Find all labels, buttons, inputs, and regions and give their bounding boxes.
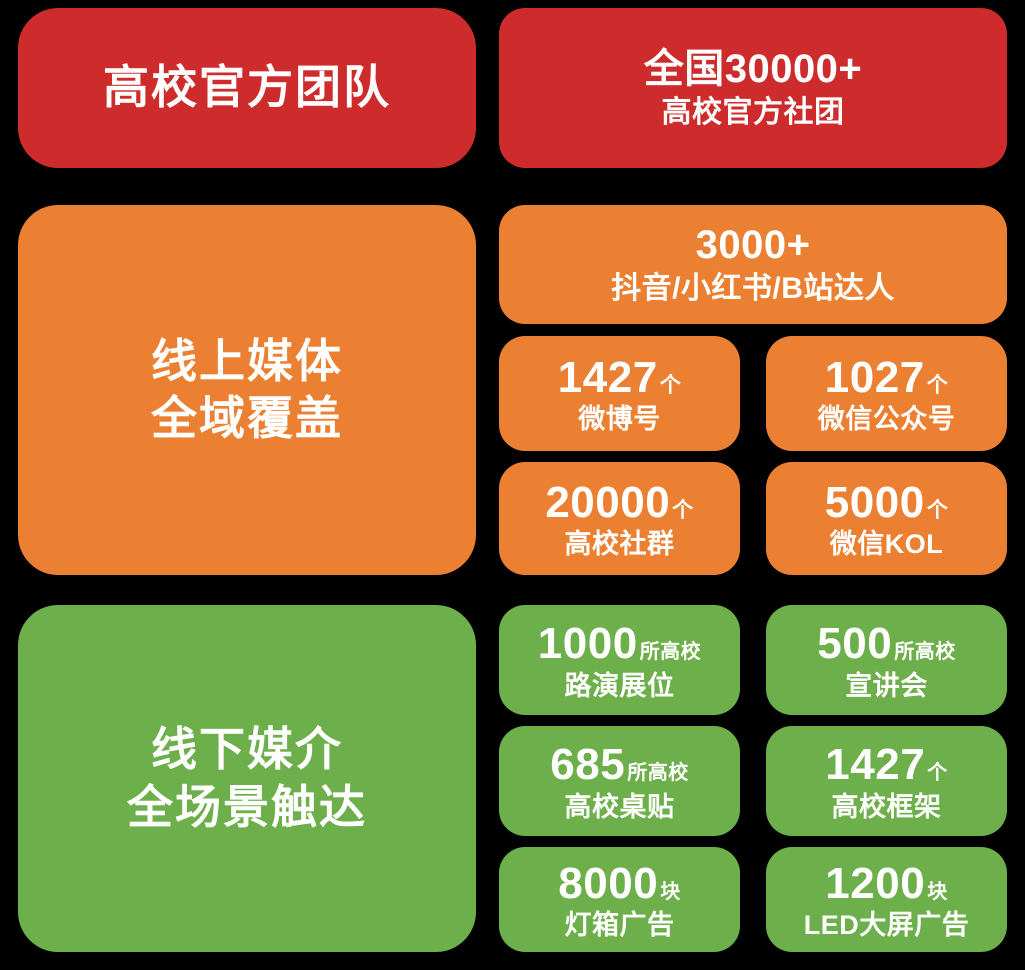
card-weibo-accounts-unit: 个	[659, 373, 682, 397]
card-led-screen-ads-unit: 块	[927, 880, 948, 903]
card-wechat-official-accounts-number-group: 1027 个	[825, 353, 948, 402]
panel-offline-media: 线下媒介 全场景触达	[18, 605, 476, 952]
panel-official-team: 高校官方团队	[18, 8, 476, 168]
card-campus-communities: 20000 个 高校社群	[499, 462, 740, 575]
card-weibo-accounts-label: 微博号	[578, 404, 661, 435]
card-campus-frames: 1427 个 高校框架	[766, 726, 1007, 836]
panel-online-media-title: 线上媒体 全域覆盖	[151, 333, 343, 448]
card-roadshow-booths: 1000 所高校 路演展位	[499, 605, 740, 715]
card-desk-stickers-unit: 所高校	[627, 762, 689, 785]
card-info-sessions-unit: 所高校	[894, 641, 956, 664]
card-online-kol-total: 3000+ 抖音/小红书/B站达人	[499, 205, 1007, 324]
card-wechat-kol-label: 微信KOL	[829, 529, 944, 560]
card-led-screen-ads-number: 1200	[825, 858, 926, 908]
card-weibo-accounts: 1427 个 微博号	[499, 336, 740, 451]
card-campus-frames-number: 1427	[825, 740, 926, 790]
card-campus-communities-number: 20000	[545, 477, 671, 527]
card-info-sessions: 500 所高校 宣讲会	[766, 605, 1007, 715]
card-lightbox-ads-number: 8000	[558, 858, 659, 908]
card-weibo-accounts-number: 1427	[557, 352, 658, 402]
card-wechat-kol-number: 5000	[824, 477, 925, 527]
card-official-clubs-label: 高校官方社团	[661, 95, 845, 129]
card-wechat-kol-number-group: 5000 个	[825, 478, 948, 527]
card-lightbox-ads: 8000 块 灯箱广告	[499, 847, 740, 952]
card-lightbox-ads-unit: 块	[660, 880, 681, 903]
card-roadshow-booths-number-group: 1000 所高校	[538, 619, 701, 668]
card-wechat-official-accounts: 1027 个 微信公众号	[766, 336, 1007, 451]
card-official-clubs: 全国30000+ 高校官方社团	[499, 8, 1007, 168]
card-info-sessions-number: 500	[817, 619, 893, 669]
card-lightbox-ads-label: 灯箱广告	[564, 910, 675, 941]
card-campus-communities-number-group: 20000 个	[545, 478, 693, 527]
card-desk-stickers: 685 所高校 高校桌贴	[499, 726, 740, 836]
card-online-kol-total-number: 3000+	[695, 223, 811, 268]
card-wechat-kol-unit: 个	[926, 498, 949, 522]
card-campus-frames-unit: 个	[927, 762, 948, 785]
card-weibo-accounts-number-group: 1427 个	[558, 353, 681, 402]
card-campus-communities-label: 高校社群	[564, 529, 675, 560]
card-desk-stickers-number-group: 685 所高校	[550, 740, 688, 789]
card-official-clubs-number: 全国30000+	[643, 46, 863, 91]
card-campus-frames-label: 高校框架	[831, 791, 942, 822]
card-wechat-official-accounts-label: 微信公众号	[817, 404, 956, 435]
panel-offline-media-title: 线下媒介 全场景触达	[127, 721, 367, 836]
card-lightbox-ads-number-group: 8000 块	[558, 859, 680, 908]
panel-offline-media-title-line1: 线下媒介	[151, 723, 343, 775]
card-led-screen-ads-label: LED大屏广告	[803, 910, 970, 941]
card-wechat-official-accounts-number: 1027	[824, 352, 925, 402]
card-led-screen-ads: 1200 块 LED大屏广告	[766, 847, 1007, 952]
panel-official-team-title: 高校官方团队	[103, 61, 391, 114]
card-campus-frames-number-group: 1427 个	[825, 740, 947, 789]
card-roadshow-booths-label: 路演展位	[564, 670, 675, 701]
card-wechat-official-accounts-unit: 个	[926, 373, 949, 397]
panel-offline-media-title-line2: 全场景触达	[127, 780, 367, 833]
card-led-screen-ads-number-group: 1200 块	[825, 859, 947, 908]
panel-online-media: 线上媒体 全域覆盖	[18, 205, 476, 575]
card-online-kol-total-label: 抖音/小红书/B站达人	[611, 272, 895, 306]
card-roadshow-booths-number: 1000	[537, 619, 638, 669]
card-roadshow-booths-unit: 所高校	[639, 641, 702, 664]
card-wechat-kol: 5000 个 微信KOL	[766, 462, 1007, 575]
card-info-sessions-label: 宣讲会	[845, 670, 928, 701]
panel-online-media-title-line2: 全域覆盖	[151, 392, 343, 444]
card-info-sessions-number-group: 500 所高校	[817, 619, 955, 668]
card-campus-communities-unit: 个	[672, 498, 694, 522]
panel-online-media-title-line1: 线上媒体	[151, 334, 343, 387]
card-desk-stickers-label: 高校桌贴	[564, 791, 675, 822]
card-desk-stickers-number: 685	[550, 740, 626, 790]
